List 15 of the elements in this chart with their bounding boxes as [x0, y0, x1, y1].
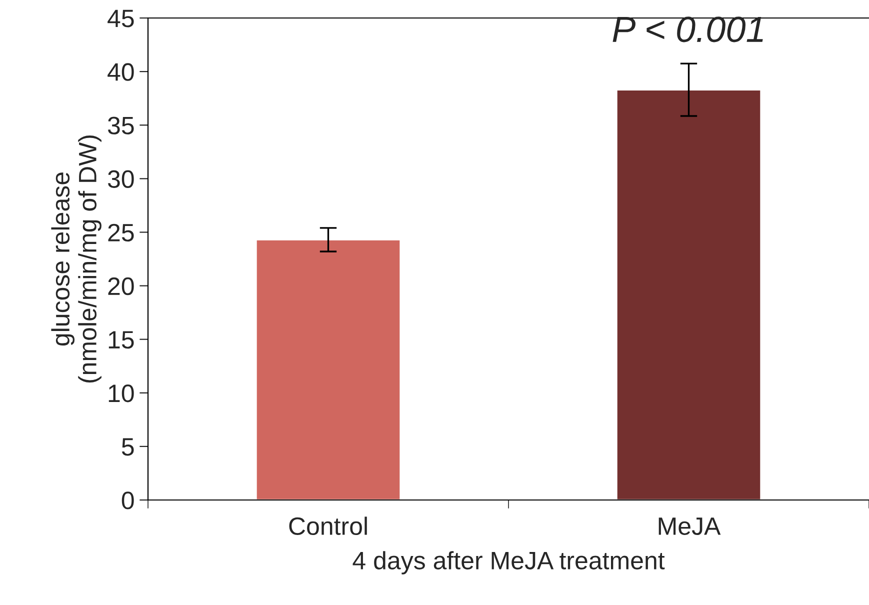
y-tick-label: 5: [122, 438, 134, 456]
y-tick-label: 25: [108, 224, 134, 242]
y-axis-title: glucose release (nmole/min/mg of DW): [51, 136, 102, 382]
y-tick-label: 30: [108, 170, 134, 188]
y-tick-label: 20: [108, 277, 134, 296]
y-tick-label: 40: [108, 63, 134, 81]
x-axis-title: 4 days after MeJA treatment: [352, 551, 665, 574]
x-tick-label: MeJA: [658, 518, 721, 536]
y-tick-label: 35: [108, 116, 134, 134]
x-tick-label: Control: [289, 516, 367, 536]
y-tick-label: 10: [108, 384, 134, 402]
y-tick-label: 0: [122, 492, 134, 510]
y-tick-label: 15: [108, 331, 134, 349]
y-tick-label: 45: [108, 10, 134, 28]
annotation: P < 0.001: [612, 16, 763, 42]
